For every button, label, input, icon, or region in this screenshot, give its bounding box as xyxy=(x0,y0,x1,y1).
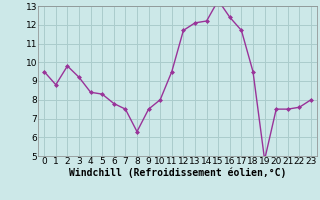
X-axis label: Windchill (Refroidissement éolien,°C): Windchill (Refroidissement éolien,°C) xyxy=(69,168,286,178)
